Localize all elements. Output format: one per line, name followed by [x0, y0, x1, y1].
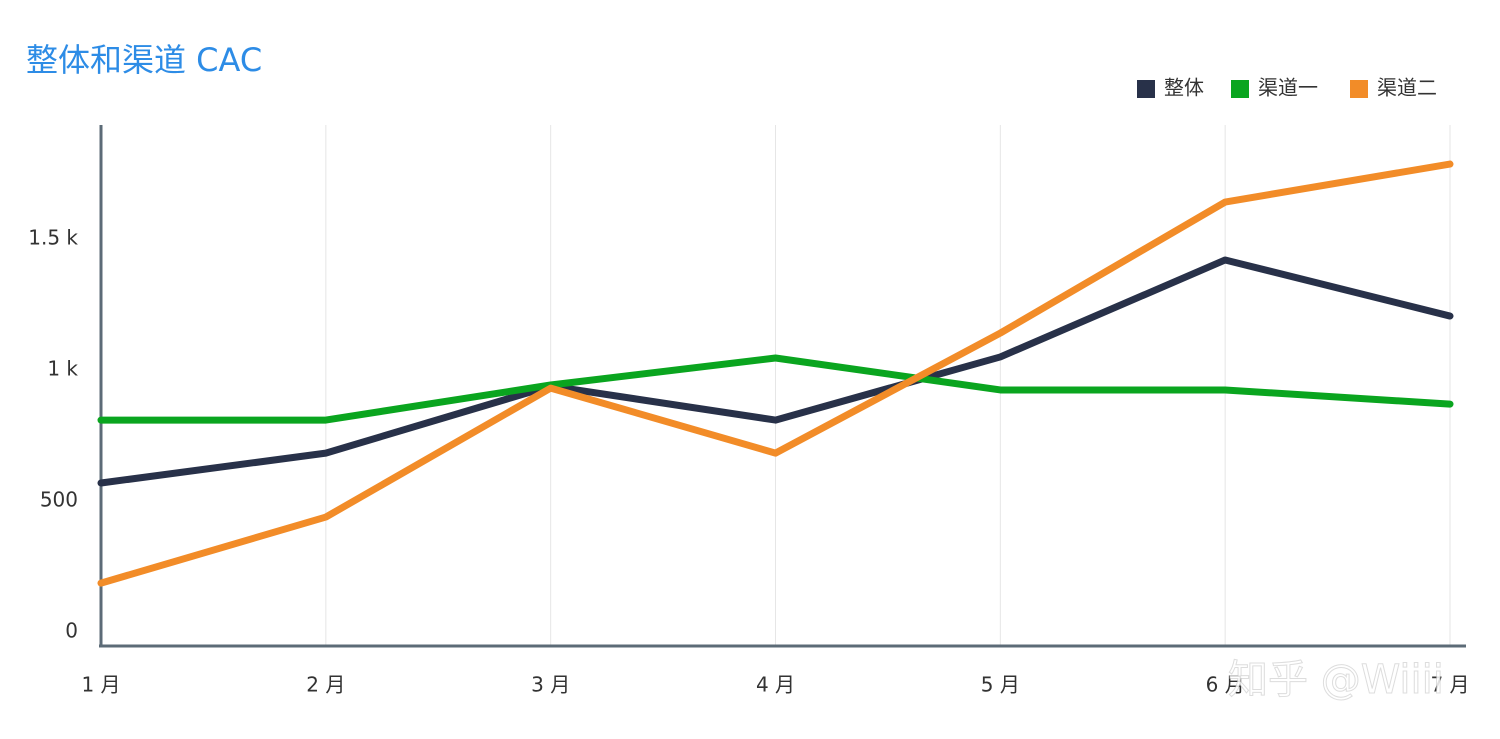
chart-title: 整体和渠道 CAC: [26, 41, 262, 79]
legend-swatch: [1350, 80, 1368, 98]
y-tick-label: 1.5 k: [28, 226, 78, 250]
legend-label: 渠道二: [1377, 76, 1437, 100]
x-tick-label: 6 月: [1206, 673, 1245, 697]
y-tick-label: 0: [65, 619, 78, 643]
x-tick-label: 7 月: [1430, 673, 1469, 697]
series-line: [97, 354, 1454, 424]
x-tick-label: 5 月: [981, 673, 1020, 697]
x-tick-label: 4 月: [756, 673, 795, 697]
x-tick-label: 2 月: [306, 673, 345, 697]
watermark: 知乎 @Wiiii: [1228, 657, 1444, 703]
y-tick-label: 500: [40, 488, 78, 512]
legend-label: 整体: [1164, 76, 1204, 100]
series-line: [97, 256, 1454, 487]
series-line: [97, 160, 1454, 587]
legend-swatch: [1231, 80, 1249, 98]
x-tick-label: 1 月: [81, 673, 120, 697]
x-tick-label: 3 月: [531, 673, 570, 697]
legend-swatch: [1137, 80, 1155, 98]
legend-label: 渠道一: [1258, 76, 1318, 100]
y-tick-label: 1 k: [47, 357, 78, 381]
